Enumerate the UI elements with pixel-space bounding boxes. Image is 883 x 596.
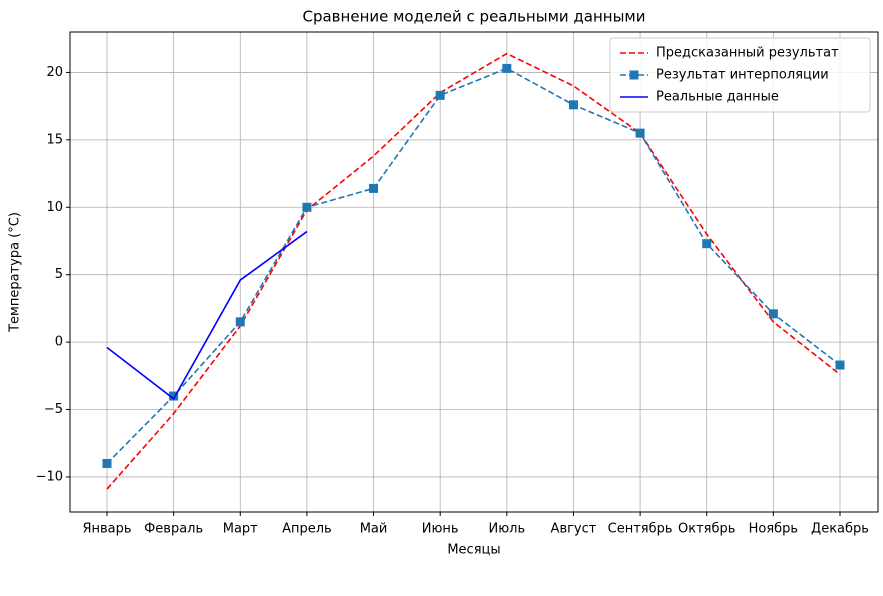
marker [702, 239, 712, 249]
marker [502, 63, 512, 73]
marker [435, 90, 445, 100]
x-tick-label: Сентябрь [608, 522, 673, 537]
y-tick-label: 20 [46, 65, 63, 80]
legend-marker [629, 70, 639, 80]
chart-title: Сравнение моделей с реальными данными [303, 8, 646, 26]
marker [768, 309, 778, 319]
y-tick-label: 0 [55, 335, 63, 350]
legend-box [609, 37, 871, 113]
marker [235, 317, 245, 327]
plot-frame [69, 31, 879, 513]
x-tick-label: Февраль [144, 522, 203, 537]
marker [568, 100, 578, 110]
marker [169, 391, 179, 401]
marker [302, 202, 312, 212]
x-tick-label: Январь [82, 522, 131, 537]
y-tick-label: −10 [36, 469, 63, 484]
x-tick-label: Декабрь [811, 522, 869, 537]
x-tick-label: Август [551, 522, 597, 537]
x-tick-label: Июнь [422, 522, 459, 537]
x-tick-label: Октябрь [678, 522, 735, 537]
marker [102, 458, 112, 468]
x-tick-label: Ноябрь [749, 522, 798, 537]
x-tick-label: Май [360, 522, 388, 537]
marker [635, 128, 645, 138]
legend-label: Результат интерполяции [656, 68, 829, 83]
x-tick-label: Март [223, 522, 258, 537]
legend-label: Реальные данные [656, 90, 779, 105]
y-axis-label: Температура (°C) [8, 212, 23, 333]
marker [835, 360, 845, 370]
series-line [106, 52, 841, 490]
marker [369, 183, 379, 193]
series-line [106, 67, 841, 465]
y-tick-label: 5 [55, 267, 63, 282]
legend-label: Предсказанный результат [656, 46, 839, 61]
x-tick-label: Апрель [282, 522, 332, 537]
y-tick-label: −5 [44, 402, 63, 417]
series-line [106, 230, 308, 400]
x-axis-label: Месяцы [447, 543, 500, 558]
x-tick-label: Июль [488, 522, 525, 537]
y-tick-label: 10 [46, 200, 63, 215]
y-tick-label: 15 [46, 132, 63, 147]
